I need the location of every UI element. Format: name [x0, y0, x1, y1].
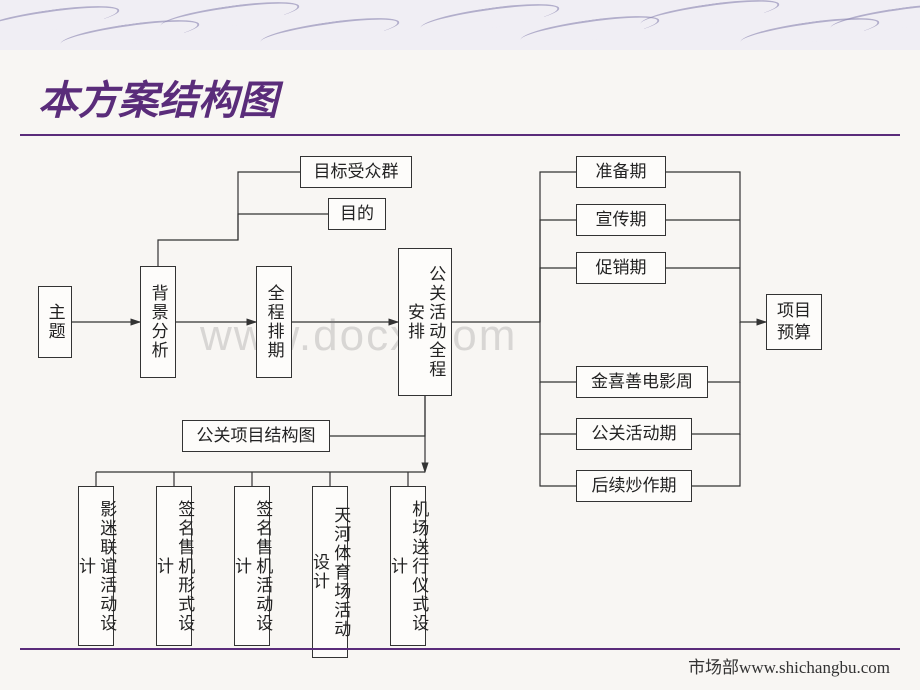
page-title: 本方案结构图 [0, 50, 920, 134]
node-houxu: 后续炒作期 [576, 470, 692, 502]
node-xuanchuan: 宣传期 [576, 204, 666, 236]
node-ggqi: 公关活动期 [576, 418, 692, 450]
node-cuxiao: 促销期 [576, 252, 666, 284]
node-jinxishan: 金喜善电影周 [576, 366, 708, 398]
node-beijing: 背景分析 [140, 266, 176, 378]
footer-text: 市场部www.shichangbu.com [688, 653, 890, 678]
node-zhunbei: 准备期 [576, 156, 666, 188]
header-decoration [0, 0, 920, 50]
node-qmsj1: 签名售机形式设计 [156, 486, 192, 646]
connector-lines [0, 136, 920, 666]
node-ggjgt: 公关项目结构图 [182, 420, 330, 452]
node-yingmi: 影迷联谊活动设计 [78, 486, 114, 646]
watermark-text: www.docx.com [200, 311, 517, 361]
footer-line [20, 648, 900, 650]
node-yusuan: 项目预算 [766, 294, 822, 350]
node-mudi: 目的 [328, 198, 386, 230]
node-jichang: 机场送行仪式设计 [390, 486, 426, 646]
node-quancheng: 全程排期 [256, 266, 292, 378]
node-mubiao: 目标受众群 [300, 156, 412, 188]
node-gongguan: 公关活动全程安排 [398, 248, 452, 396]
node-zhuti: 主题 [38, 286, 72, 358]
node-tianhe: 天河体育场活动设计 [312, 486, 348, 658]
node-qmsj2: 签名售机活动设计 [234, 486, 270, 646]
flowchart-diagram: www.docx.com 主题 背景分析 全程排期 公关活动全程安排 目标受众群目的 准备… [0, 136, 920, 666]
